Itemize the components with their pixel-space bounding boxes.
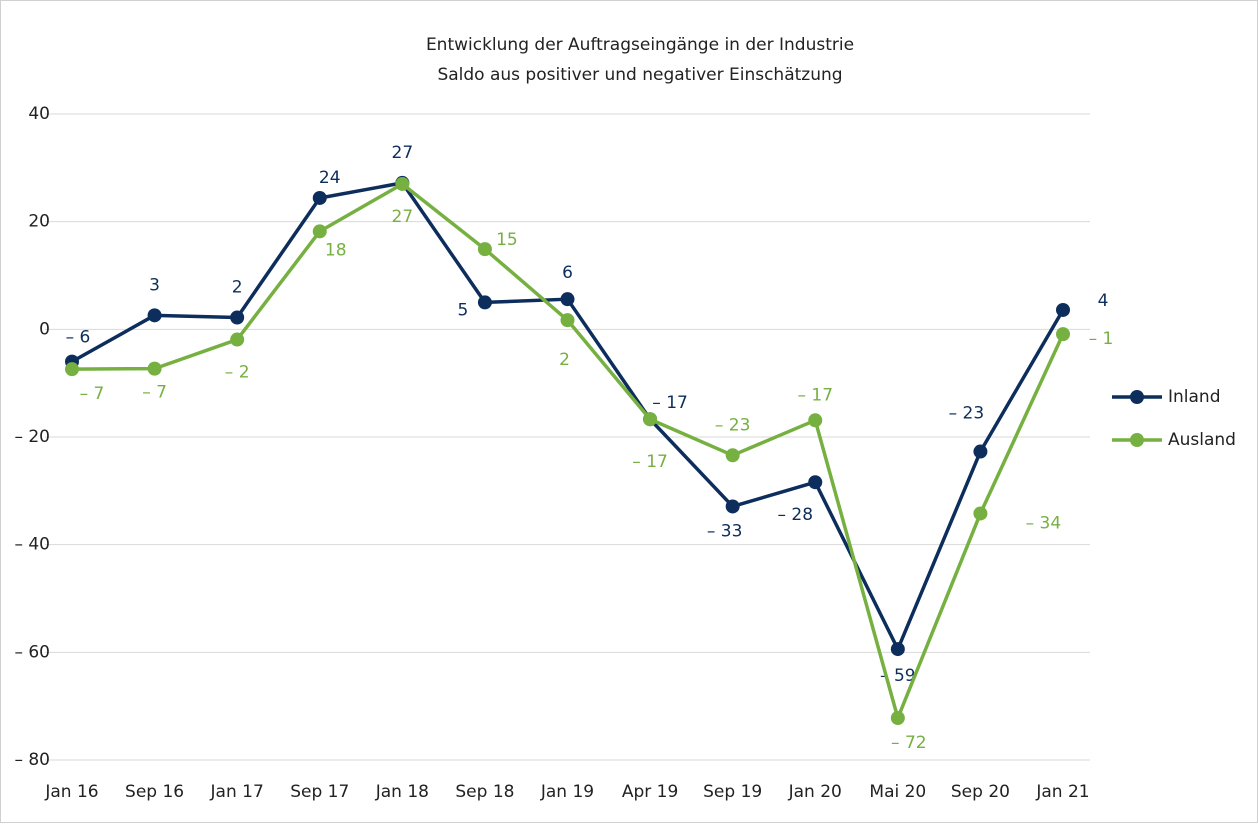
x-tick-label: Sep 19	[703, 782, 762, 802]
data-label: 27	[392, 143, 414, 163]
x-tick-label: Apr 19	[622, 782, 678, 802]
data-point	[147, 361, 162, 376]
data-label: – 33	[707, 521, 743, 541]
y-tick-label: – 60	[14, 642, 50, 662]
data-point	[973, 506, 988, 521]
data-point	[230, 332, 245, 347]
data-label: – 17	[652, 393, 688, 413]
data-label: – 7	[80, 384, 105, 404]
data-label: 5	[458, 300, 469, 320]
data-point	[477, 242, 492, 257]
data-label: – 17	[632, 452, 668, 472]
y-tick-label: 20	[28, 212, 50, 232]
data-point	[147, 308, 162, 323]
data-label: – 1	[1089, 329, 1114, 349]
data-label: 15	[496, 230, 518, 250]
data-label: 2	[559, 350, 570, 370]
y-tick-label: – 20	[14, 427, 50, 447]
data-point	[1056, 302, 1070, 317]
data-point	[973, 444, 988, 459]
data-label: 18	[325, 240, 347, 260]
data-point	[560, 292, 575, 307]
y-tick-label: 40	[28, 104, 50, 124]
data-point	[312, 224, 327, 239]
data-label: 2	[232, 277, 243, 297]
data-point	[643, 412, 658, 427]
x-tick-label: Jan 16	[44, 782, 98, 802]
y-tick-label: – 40	[14, 535, 50, 555]
data-label: – 28	[777, 505, 813, 525]
data-point	[477, 295, 492, 310]
chart-subtitle: Saldo aus positiver und negativer Einsch…	[437, 65, 842, 85]
x-tick-label: Mai 20	[869, 782, 926, 802]
data-point	[725, 499, 740, 514]
data-label: – 6	[66, 328, 91, 348]
y-tick-label: 0	[39, 319, 50, 339]
data-label: – 23	[949, 404, 985, 424]
data-point	[65, 362, 79, 377]
data-point	[808, 475, 823, 490]
legend-label: Ausland	[1168, 430, 1236, 450]
y-tick-label: – 80	[14, 750, 50, 770]
legend-marker	[1130, 433, 1144, 447]
data-point	[560, 313, 575, 328]
data-point	[808, 413, 823, 428]
chart-title: Entwicklung der Auftragseingänge in der …	[426, 35, 854, 55]
x-tick-label: Jan 17	[210, 782, 264, 802]
data-point	[1056, 327, 1070, 342]
x-tick-label: Jan 18	[375, 782, 429, 802]
x-tick-label: Sep 16	[125, 782, 184, 802]
data-point	[890, 642, 905, 657]
data-label: – 23	[715, 415, 751, 435]
data-point	[890, 711, 905, 726]
data-point	[395, 176, 410, 191]
data-point	[725, 448, 740, 463]
data-point	[230, 310, 245, 325]
x-tick-label: Sep 17	[290, 782, 349, 802]
legend-marker	[1130, 390, 1144, 404]
data-label: – 2	[225, 363, 250, 383]
data-label: – 34	[1026, 513, 1062, 533]
data-label: 24	[319, 168, 341, 188]
legend-label: Inland	[1168, 387, 1221, 407]
data-label: 6	[562, 263, 573, 283]
data-label: – 17	[797, 385, 833, 405]
x-tick-label: Jan 20	[788, 782, 842, 802]
x-tick-label: Sep 18	[455, 782, 514, 802]
data-point	[312, 190, 327, 205]
data-label: – 7	[142, 383, 167, 403]
data-label: 27	[392, 207, 414, 227]
data-label: 3	[149, 275, 160, 295]
data-label: – 72	[891, 733, 927, 753]
x-tick-label: Jan 19	[540, 782, 594, 802]
x-tick-label: Sep 20	[951, 782, 1010, 802]
data-label: 4	[1098, 291, 1109, 311]
x-tick-label: Jan 21	[1035, 782, 1089, 802]
